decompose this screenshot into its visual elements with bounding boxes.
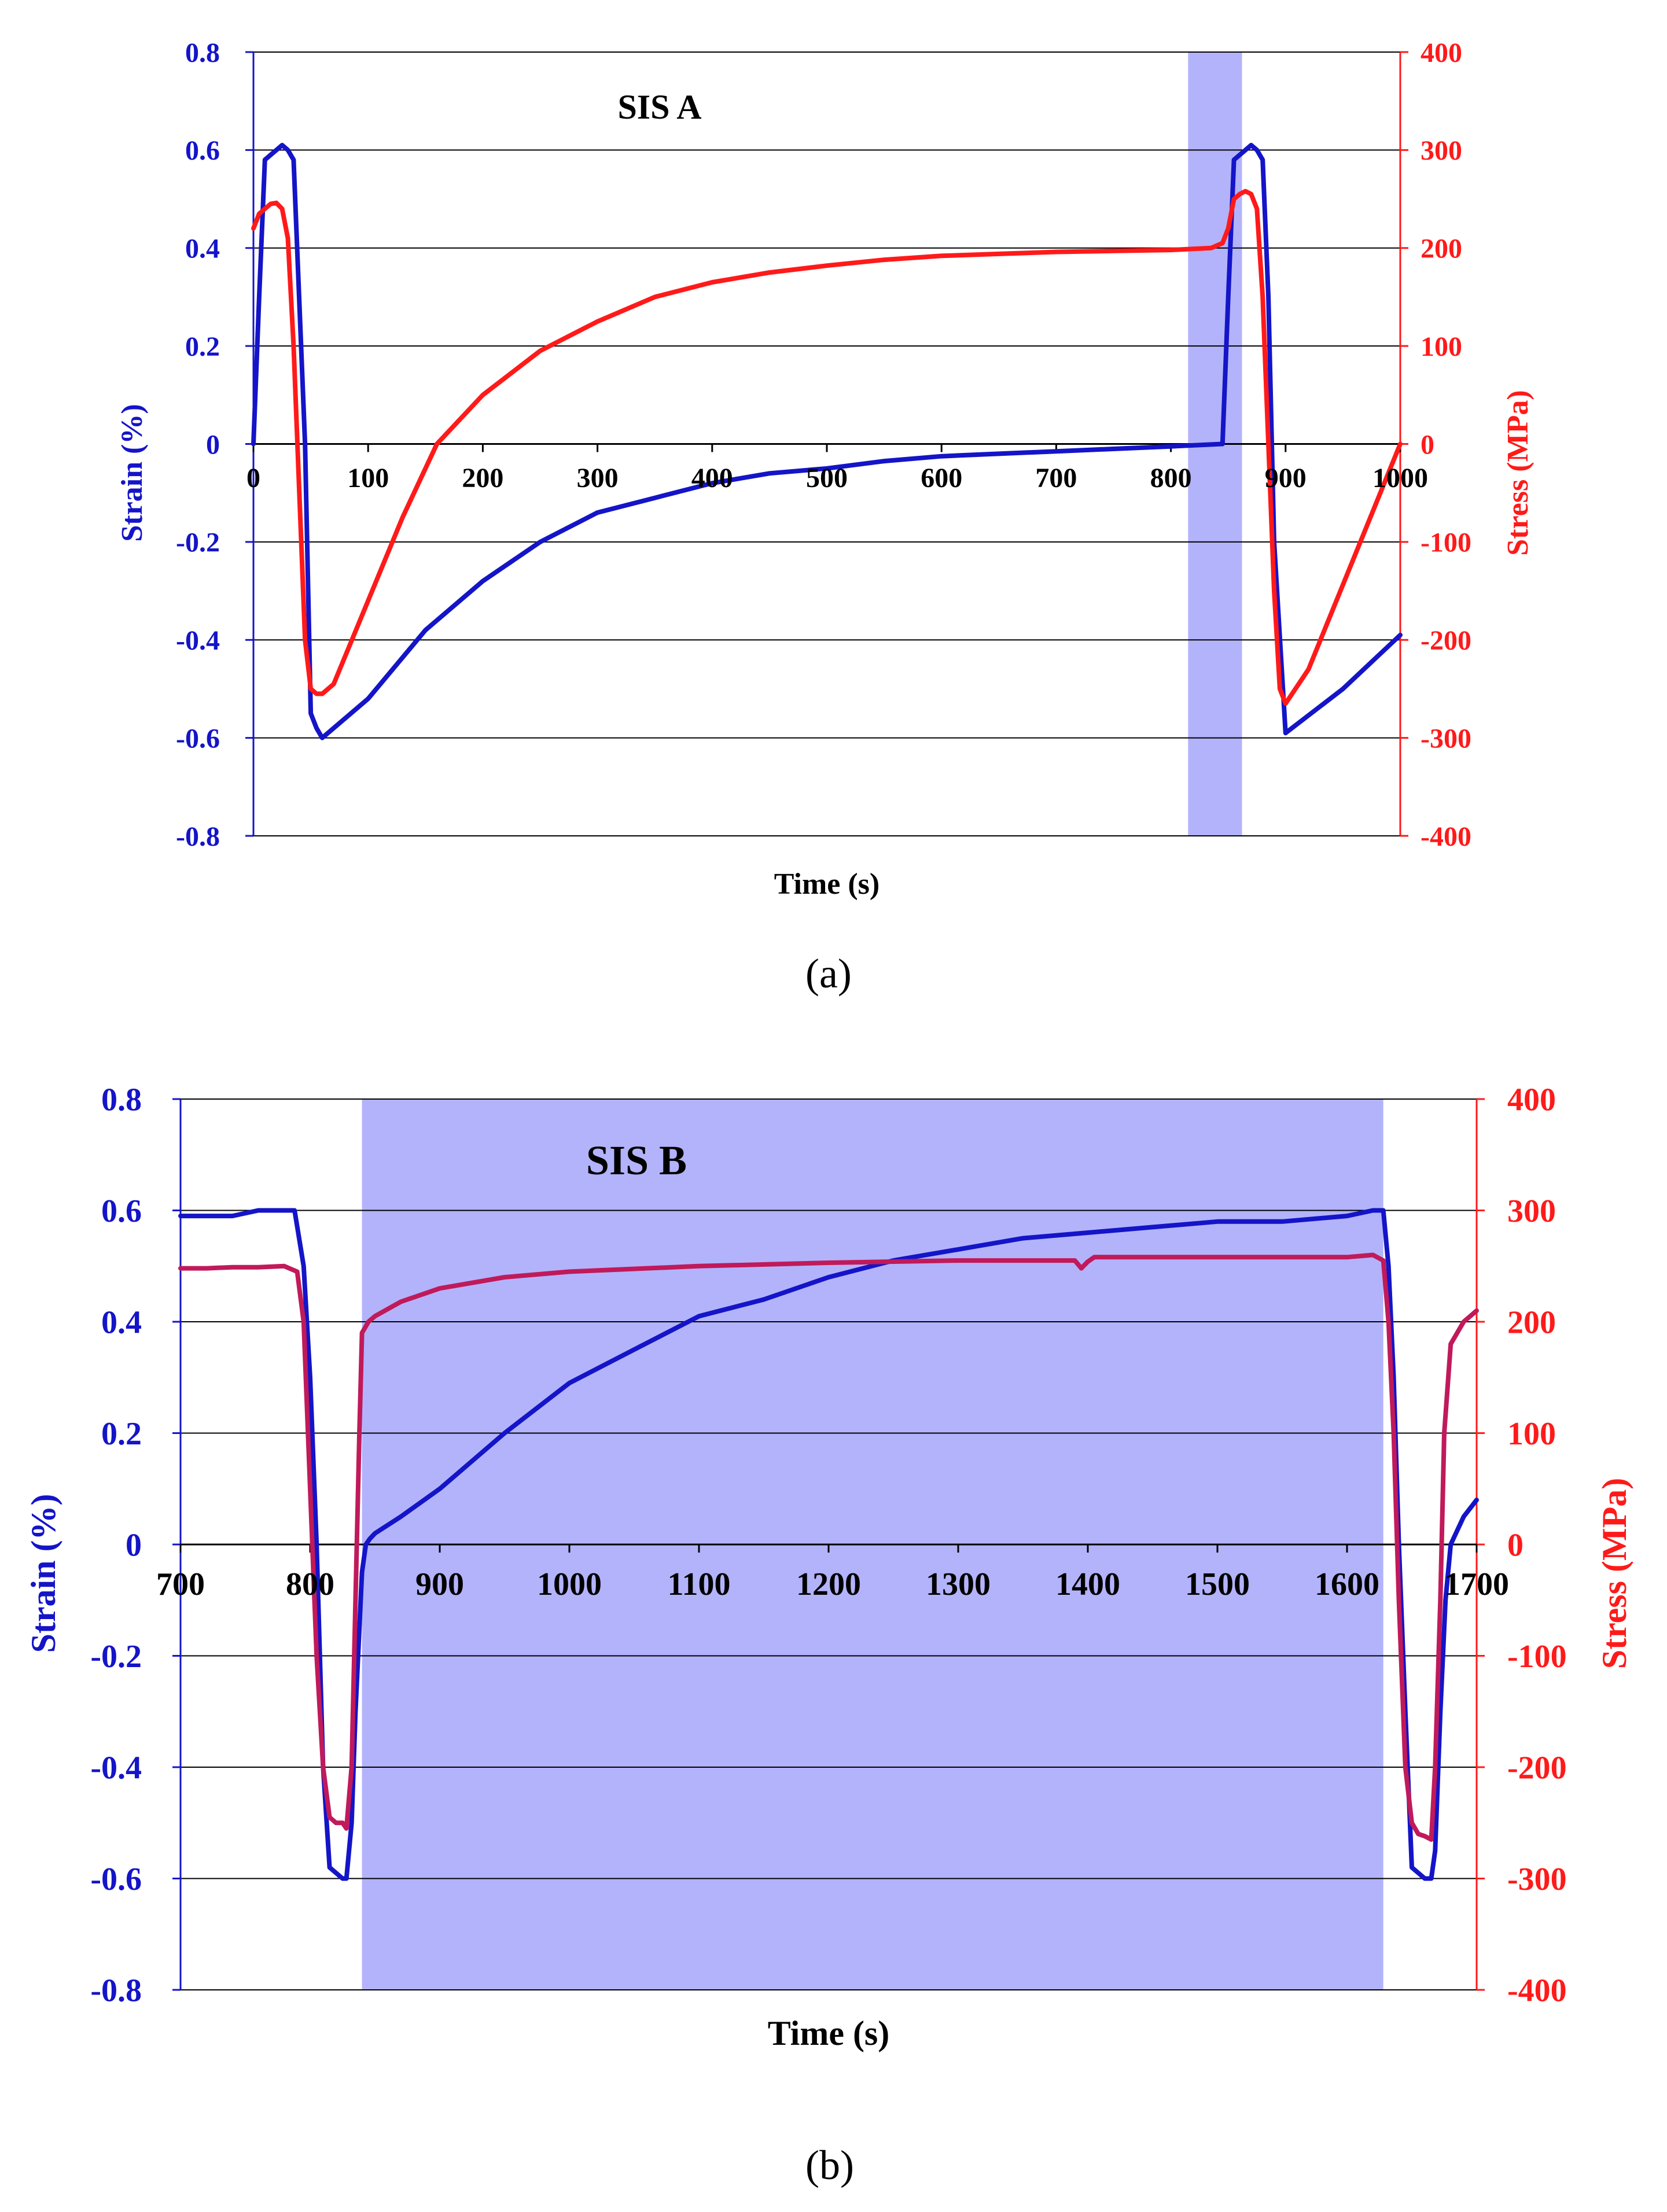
series-line-strain (251, 142, 1403, 740)
left-tick-label: -0.6 (176, 723, 220, 754)
left-tick-label: 0.8 (101, 1082, 142, 1118)
left-tick-label: 0 (206, 429, 220, 460)
left-tick-label: -0.4 (90, 1750, 142, 1786)
left-tick-label: 0 (126, 1528, 142, 1564)
right-tick-label: 300 (1421, 135, 1462, 166)
x-tick-label: 1000 (537, 1566, 602, 1602)
left-tick-label: -0.2 (176, 528, 220, 558)
right-tick-label: -200 (1421, 625, 1471, 656)
series-line-strain (178, 1208, 1479, 1881)
x-tick-label: 100 (347, 463, 389, 493)
x-tick-label: 1200 (796, 1566, 861, 1602)
left-tick-label: 0.6 (101, 1193, 142, 1229)
right-tick-label: -400 (1507, 1973, 1567, 2009)
chart-panel-a: -0.8 -0.6 -0.4 -0.2 0 0.2 0.4 0.6 0.8 -400 -300 -20… (116, 38, 1534, 901)
x-tick-label: 1100 (668, 1566, 731, 1602)
x-axis-label: Time (s) (774, 868, 880, 901)
x-tick-label: 1000 (1372, 463, 1428, 493)
right-tick-label: 0 (1507, 1528, 1524, 1564)
left-tick-label: 0.2 (101, 1416, 142, 1452)
x-axis-label: Time (s) (768, 2014, 890, 2052)
right-tick-label: 400 (1421, 38, 1462, 68)
right-tick-label: 400 (1507, 1082, 1556, 1118)
left-tick-label: -0.8 (90, 1973, 142, 2009)
left-tick-label: -0.8 (176, 821, 220, 852)
left-tick-label: 0.2 (185, 331, 220, 362)
right-tick-label: 100 (1507, 1416, 1556, 1452)
chart-title: SIS B (586, 1137, 687, 1184)
left-tick-label: 0.4 (185, 234, 220, 264)
x-tick-label: 700 (1035, 463, 1077, 493)
right-tick-label: 300 (1507, 1193, 1556, 1229)
x-tick-label: 700 (156, 1566, 205, 1602)
y-axis-label-right: Stress (MPa) (1595, 1478, 1633, 1669)
x-tick-label: 800 (1150, 463, 1192, 493)
x-tick-label: 1500 (1185, 1566, 1250, 1602)
right-tick-label: -300 (1421, 723, 1471, 754)
x-tick-label: 200 (462, 463, 503, 493)
y-axis-label-left: Strain (%) (24, 1494, 62, 1653)
y-axis-label-right: Stress (MPa) (1502, 390, 1534, 555)
chart-title: SIS A (617, 88, 701, 126)
x-tick-label: 900 (1265, 463, 1307, 493)
left-tick-label: 0.6 (185, 135, 220, 166)
right-tick-label: 100 (1421, 331, 1462, 362)
x-tick-label: 300 (577, 463, 619, 493)
series-line-stress (251, 189, 1403, 706)
x-tick-label: 500 (806, 463, 848, 493)
x-tick-label: 1600 (1315, 1566, 1379, 1602)
x-tick-label: 1400 (1055, 1566, 1120, 1602)
right-tick-label: -100 (1421, 528, 1471, 558)
panel-a-caption: (a) (805, 950, 852, 997)
left-tick-label: -0.2 (90, 1639, 142, 1675)
x-tick-label: 800 (286, 1566, 334, 1602)
panel-b-caption: (b) (805, 2142, 854, 2188)
x-tick-label: 600 (921, 463, 962, 493)
x-tick-label: 900 (415, 1566, 464, 1602)
x-tick-label: 1700 (1444, 1566, 1509, 1602)
y-axis-label-left: Strain (%) (116, 404, 149, 541)
right-tick-label: -400 (1421, 821, 1471, 852)
right-tick-label: 200 (1507, 1305, 1556, 1341)
right-tick-label: -100 (1507, 1639, 1567, 1675)
left-tick-label: -0.4 (176, 625, 220, 656)
right-tick-label: 200 (1421, 234, 1462, 264)
left-tick-label: -0.6 (90, 1861, 142, 1897)
right-tick-label: -200 (1507, 1750, 1567, 1786)
x-tick-label: 1300 (926, 1566, 991, 1602)
chart-panel-b: -0.8 -0.6 -0.4 -0.2 0 0.2 0.4 0.6 0.8 -400 -300 -20… (24, 1082, 1633, 2052)
left-tick-label: 0.4 (101, 1305, 142, 1341)
left-tick-label: 0.8 (185, 38, 220, 68)
right-tick-label: 0 (1421, 429, 1434, 460)
x-tick-label: 400 (691, 463, 733, 493)
x-tick-label: 0 (246, 463, 260, 493)
right-tick-label: -300 (1507, 1861, 1567, 1897)
series-line-stress (178, 1252, 1479, 1842)
